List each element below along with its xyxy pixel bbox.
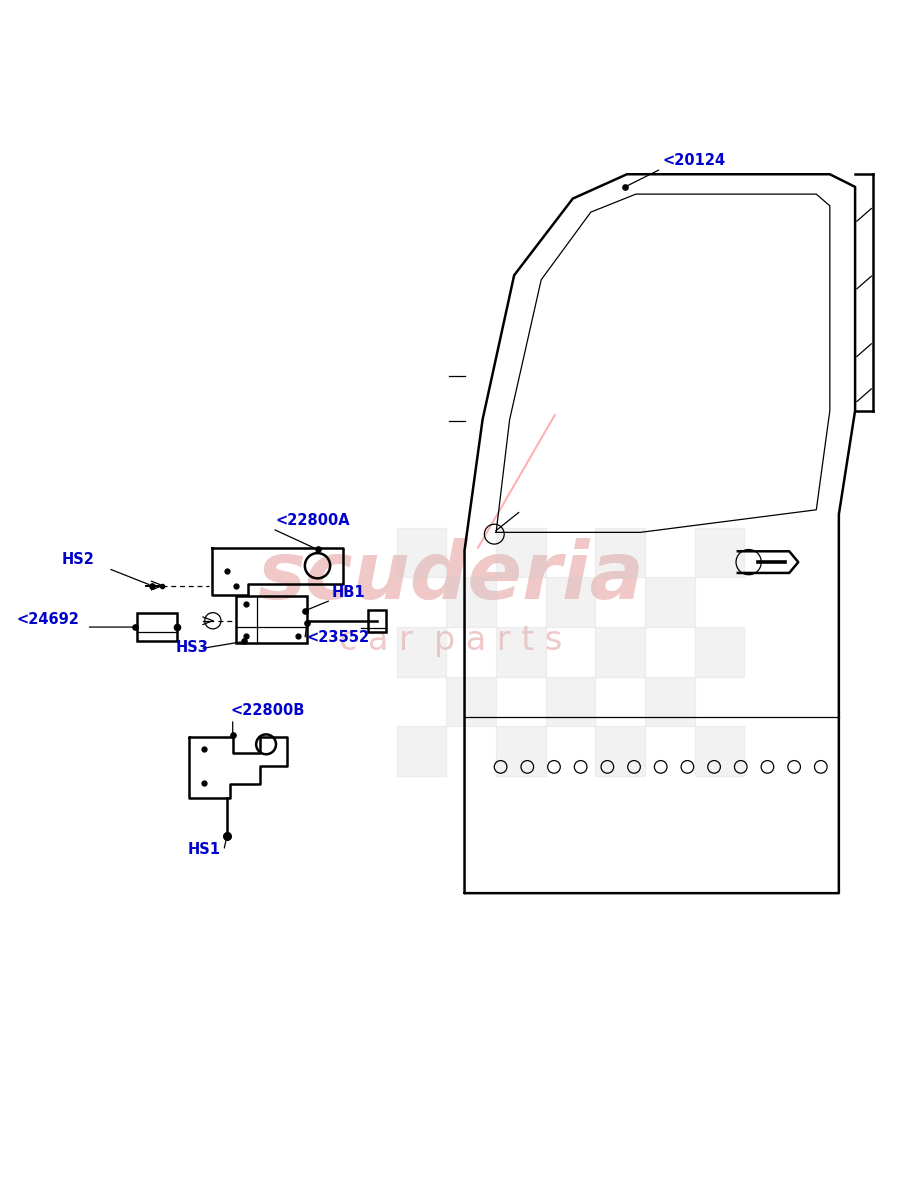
Bar — [695, 628, 744, 677]
Bar — [368, 610, 386, 631]
Bar — [496, 528, 546, 577]
Bar — [645, 677, 695, 726]
Text: <23552: <23552 — [307, 630, 370, 646]
Bar — [496, 726, 546, 776]
Bar — [397, 628, 446, 677]
Bar — [695, 726, 744, 776]
Bar — [397, 726, 446, 776]
Bar — [397, 528, 446, 577]
Bar — [595, 628, 645, 677]
Bar — [446, 577, 496, 628]
Text: HS3: HS3 — [176, 641, 208, 655]
Text: <24692: <24692 — [16, 612, 79, 628]
Text: <22800B: <22800B — [230, 703, 304, 719]
Text: scuderia: scuderia — [258, 539, 644, 617]
Bar — [496, 628, 546, 677]
Bar — [595, 528, 645, 577]
Text: HB1: HB1 — [332, 586, 365, 600]
Text: <20124: <20124 — [663, 154, 726, 168]
Bar — [236, 596, 307, 643]
Text: HS2: HS2 — [61, 552, 94, 566]
Bar — [595, 726, 645, 776]
Bar — [645, 577, 695, 628]
Bar — [137, 613, 177, 642]
Text: c a r  p a r t s: c a r p a r t s — [339, 624, 563, 658]
Text: <22800A: <22800A — [275, 514, 350, 528]
Bar — [695, 528, 744, 577]
Bar — [546, 577, 595, 628]
Bar — [446, 677, 496, 726]
Text: HS1: HS1 — [188, 842, 221, 857]
Bar — [546, 677, 595, 726]
